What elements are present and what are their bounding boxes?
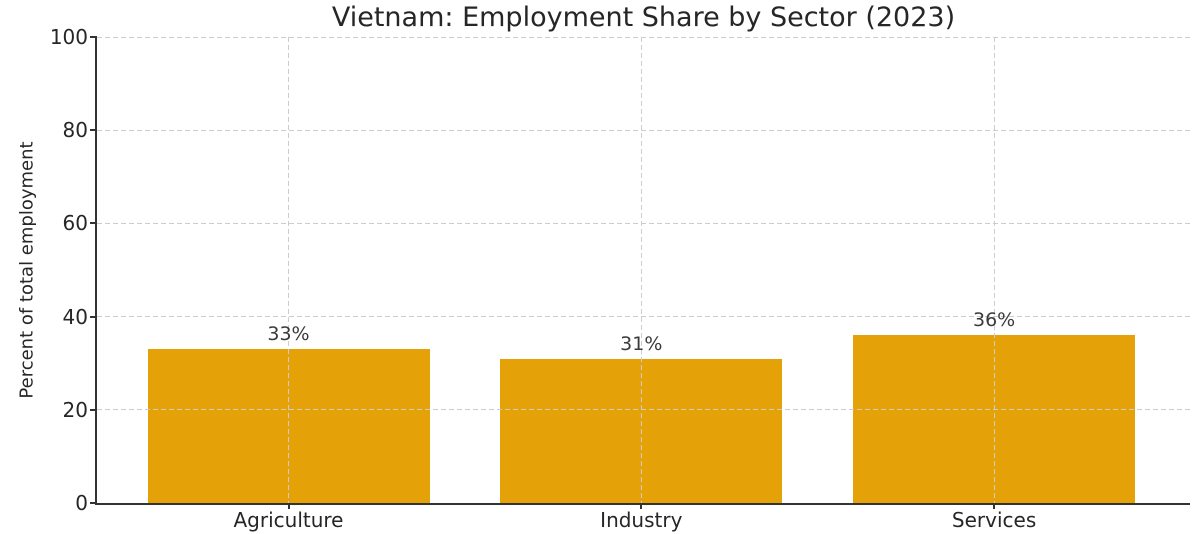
y-tick-100 xyxy=(90,36,97,38)
y-tick-80 xyxy=(90,129,97,132)
y-tick-label: 100 xyxy=(49,25,88,49)
gridline-v-agriculture xyxy=(288,37,289,503)
gridline-h-20 xyxy=(97,409,1190,411)
gridline-h-100 xyxy=(97,36,1190,38)
y-axis-spine xyxy=(95,37,97,505)
x-tick-agriculture xyxy=(287,504,290,509)
x-tick-label-industry: Industry xyxy=(600,508,683,532)
y-tick-20 xyxy=(90,408,97,411)
gridline-h-40 xyxy=(97,316,1190,318)
gridline-v-services xyxy=(993,37,995,503)
gridline-h-60 xyxy=(97,222,1190,224)
y-axis-label: Percent of total employment xyxy=(16,141,38,399)
gridline-v-industry xyxy=(640,37,642,503)
y-tick-label: 80 xyxy=(62,118,88,143)
y-tick-label: 40 xyxy=(62,304,88,329)
y-tick-label: 0 xyxy=(75,491,88,515)
x-tick-label-agriculture: Agriculture xyxy=(233,508,344,532)
y-tick-0 xyxy=(90,502,97,504)
gridline-h-80 xyxy=(97,129,1190,131)
bar-value-label: 31% xyxy=(620,332,663,355)
y-tick-label: 20 xyxy=(62,397,88,422)
y-tick-label: 60 xyxy=(62,211,88,236)
chart-title: Vietnam: Employment Share by Sector (202… xyxy=(331,2,956,33)
bar-value-label: 36% xyxy=(972,309,1016,332)
y-tick-40 xyxy=(90,315,97,318)
x-tick-services xyxy=(993,504,996,509)
bar-value-label: 33% xyxy=(267,323,310,346)
x-tick-label-services: Services xyxy=(951,508,1037,532)
x-axis-spine xyxy=(95,503,1190,505)
x-tick-industry xyxy=(640,504,643,509)
y-tick-60 xyxy=(90,222,97,225)
